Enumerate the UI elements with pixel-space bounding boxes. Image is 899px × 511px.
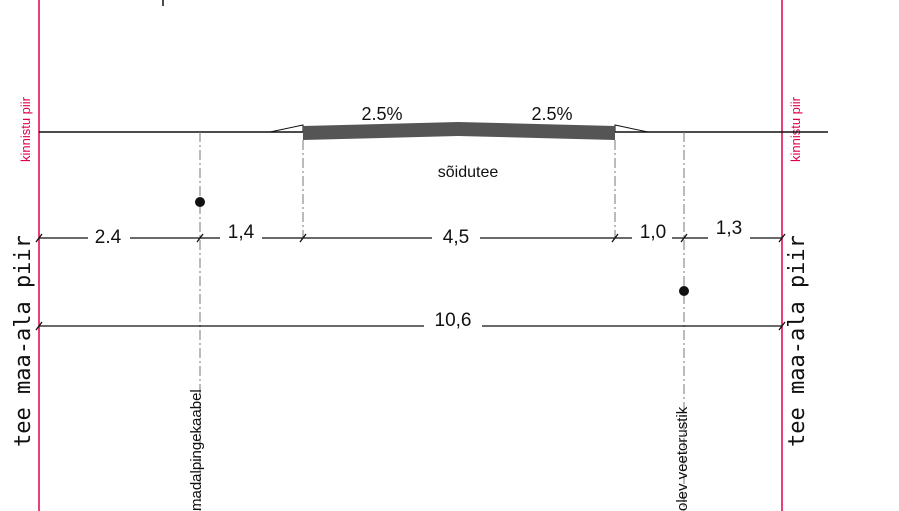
dimension-label-d4: 1,0 [640,222,666,243]
dimension-row-total [35,321,786,331]
dimension-label-d1: 2.4 [95,227,122,248]
property-boundary-label-left: kinnistu piir [18,96,33,162]
dimension-row-1 [35,233,786,243]
slope-label-right: 2.5% [531,104,572,124]
road-area-label-left: tee maa-ala piir [11,235,36,447]
dimension-label-d2: 1,4 [228,222,255,243]
dimension-label-total: 10,6 [435,310,472,331]
slope-label-left: 2.5% [361,104,402,124]
dimension-label-d5: 1,3 [716,218,742,239]
water-label: olev veetorustik [674,406,691,511]
shoulder-left [269,124,304,133]
cable-label: madalpingekaabel [188,389,205,511]
shoulder-right [614,124,649,133]
carriageway-label: sõidutee [438,164,499,181]
property-boundary-label-right: kinnistu piir [788,96,803,162]
water-marker [679,286,689,296]
cable-marker [195,197,205,207]
pavement [303,122,615,140]
road-area-label-right: tee maa-ala piir [785,235,810,447]
dimension-label-d3: 4,5 [443,227,469,248]
